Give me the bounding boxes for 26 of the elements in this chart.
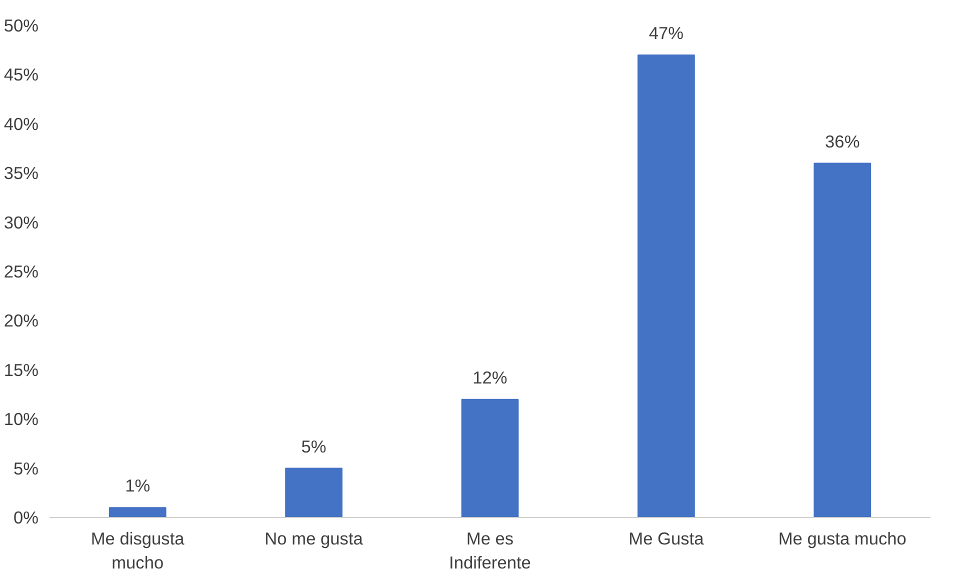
data-label: 12% [472, 367, 508, 388]
y-tick-label: 25% [4, 262, 39, 282]
y-tick-label: 0% [13, 508, 38, 528]
data-label: 47% [648, 23, 684, 44]
x-tick-label: Me disgusta mucho [90, 528, 185, 572]
y-tick-label: 20% [4, 310, 39, 331]
bar [108, 507, 166, 518]
y-tick-label: 10% [4, 409, 39, 430]
y-tick-label: 15% [4, 360, 39, 380]
bar [814, 162, 872, 518]
bar [285, 468, 342, 518]
y-tick-label: 5% [13, 458, 38, 478]
data-label: 1% [125, 476, 150, 496]
x-tick-label: Me Gusta [628, 528, 704, 548]
x-tick-label: Me es Indiferente [449, 528, 531, 572]
y-tick-label: 50% [4, 16, 39, 36]
data-label: 36% [825, 131, 860, 152]
y-tick-label: 35% [4, 163, 39, 184]
data-label: 5% [301, 436, 326, 456]
bar [461, 398, 519, 518]
x-tick-label: Me gusta mucho [778, 528, 906, 548]
y-tick-label: 30% [4, 212, 39, 232]
bar [638, 54, 695, 518]
y-tick-label: 45% [4, 64, 39, 85]
x-tick-label: No me gusta [264, 528, 364, 548]
y-tick-label: 40% [4, 114, 39, 134]
